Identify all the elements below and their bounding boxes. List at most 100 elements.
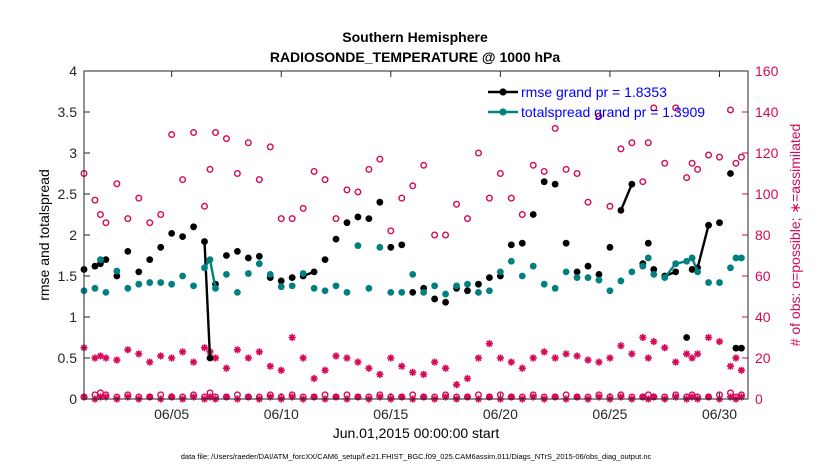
rmse-point (343, 219, 351, 227)
obs-assimilated-marker (420, 370, 428, 378)
rmse-point (233, 248, 241, 255)
rmse-point (146, 256, 154, 263)
obs-assimilated-marker (266, 362, 274, 370)
obs-possible-marker (518, 210, 526, 218)
obs-possible-marker (354, 188, 362, 196)
spread-point (288, 282, 296, 290)
spread-point (540, 280, 548, 288)
obs-possible-marker (190, 128, 198, 136)
obs-assimilated-marker (398, 362, 406, 370)
obs-assimilated-marker (299, 354, 307, 362)
obs-assimilated-marker (189, 358, 198, 366)
spread-point (376, 243, 384, 251)
rmse-point (398, 241, 406, 249)
y-tick-label-right: 120 (755, 145, 779, 161)
series-lines (80, 170, 745, 362)
spread-point (683, 257, 691, 265)
obs-assimilated-marker (200, 344, 209, 352)
obs-assimilated-marker (387, 354, 395, 362)
obs-possible-marker (91, 196, 99, 204)
spread-point (431, 282, 439, 290)
rmse-point (91, 262, 99, 270)
obs-possible-marker (496, 169, 504, 177)
obs-possible-marker (442, 231, 450, 239)
y-tick-label-right: 0 (755, 391, 763, 407)
obs-possible-marker (617, 145, 625, 153)
obs-assimilated-marker (726, 362, 735, 370)
rmse-point (562, 239, 570, 247)
obs-possible-marker (201, 202, 209, 210)
obs-assimilated-marker (135, 350, 143, 358)
obs-assimilated-marker (277, 366, 285, 374)
obs-possible-marker (266, 143, 274, 151)
y-tick-label-left: 2 (69, 227, 77, 243)
rmse-point (365, 215, 373, 223)
rmse-point (464, 287, 471, 295)
obs-assimilated-marker (288, 333, 296, 342)
rmse-point (135, 268, 143, 276)
spread-point (584, 274, 592, 282)
spread-point (518, 272, 526, 280)
y-tick-label-left: 4 (69, 63, 77, 79)
rmse-point (628, 180, 636, 188)
rmse-point (332, 235, 340, 243)
obs-assimilated-marker (113, 356, 121, 364)
spread-point (442, 290, 449, 298)
spread-point (255, 260, 263, 268)
obs-possible-marker (233, 169, 241, 177)
rmse-point (354, 213, 362, 221)
spread-point (672, 260, 680, 268)
rmse-point (672, 268, 680, 276)
obs-assimilated-marker (255, 348, 263, 356)
rmse-point (168, 229, 176, 237)
legend-rmse-marker (499, 88, 507, 96)
obs-possible-marker (409, 182, 417, 190)
rmse-point (595, 270, 603, 278)
spread-point (694, 268, 701, 276)
rmse-point (606, 243, 614, 251)
spread-point (190, 282, 197, 290)
rmse-point (190, 223, 197, 231)
spread-point (606, 287, 614, 295)
y-tick-label-right: 160 (755, 63, 779, 79)
rmse-point (387, 243, 395, 251)
obs-assimilated-marker (91, 354, 99, 362)
spread-point (354, 242, 362, 250)
obs-assimilated-marker (409, 368, 417, 376)
rmse-point (529, 211, 537, 218)
y-tick-label-left: 1 (69, 309, 77, 325)
obs-assimilated-marker (529, 354, 537, 362)
obs-possible-marker (96, 210, 104, 218)
spread-point (705, 279, 712, 286)
rmse-point (206, 354, 214, 362)
x-ticks: 06/05 06/10 06/15 06/20 06/25 06/30 (154, 71, 737, 422)
rmse-line-segment (203, 241, 212, 359)
y-axis-label-left: rmse and totalspread (36, 169, 52, 301)
spread-point (179, 272, 187, 280)
obs-assimilated-marker (732, 354, 740, 362)
y-tick-label-right: 60 (755, 268, 771, 284)
obs-possible-marker (474, 149, 482, 157)
rmse-point (738, 344, 745, 352)
rmse-point (644, 239, 652, 247)
rmse-point (310, 268, 318, 276)
obs-assimilated-marker (562, 350, 570, 358)
spread-point (464, 280, 471, 288)
obs-possible-marker (732, 159, 740, 167)
obs-possible-marker (113, 180, 121, 188)
rmse-point (683, 334, 691, 341)
obs-possible-marker (726, 106, 734, 114)
rmse-point (540, 178, 548, 186)
spread-point (716, 279, 723, 286)
y-tick-label-left: 3.5 (58, 104, 78, 120)
rmse-point (617, 207, 625, 214)
rmse-point (475, 280, 482, 288)
obs-assimilated-marker (233, 346, 241, 354)
obs-possible-marker (639, 178, 647, 186)
rmse-point (376, 198, 384, 206)
obs-assimilated-marker (693, 350, 702, 358)
spread-point (135, 280, 143, 288)
obs-possible-marker (431, 231, 439, 239)
spread-point (688, 254, 696, 262)
